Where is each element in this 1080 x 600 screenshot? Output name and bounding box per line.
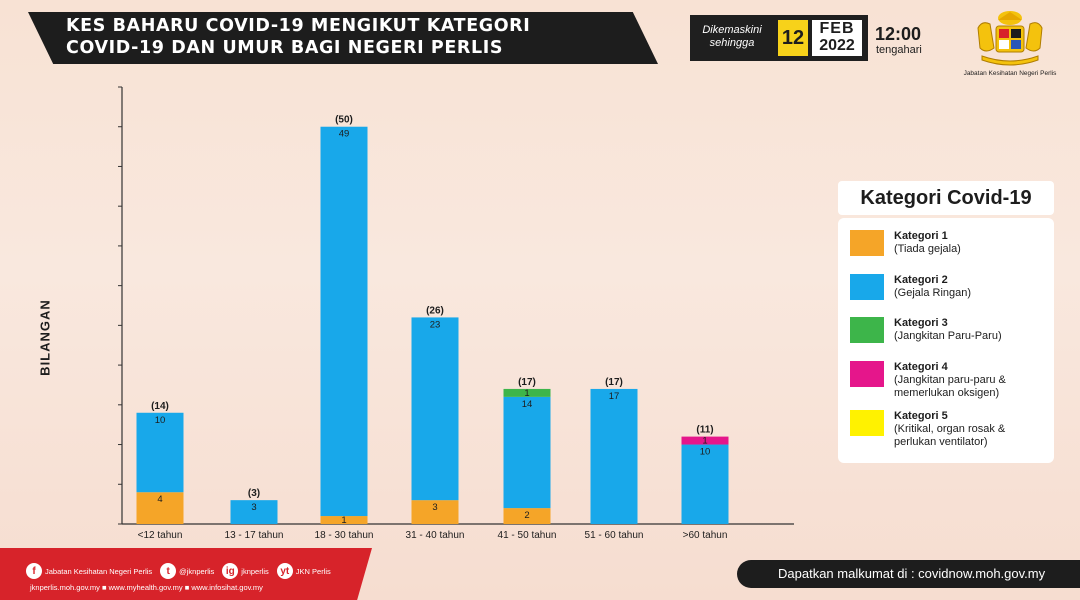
legend-title: Kategori Covid-19 — [860, 187, 1032, 209]
y-axis-label: BILANGAN — [37, 299, 53, 376]
bar-total-label: (17) — [605, 377, 623, 388]
segment-value-label: 1 — [524, 388, 529, 399]
logo-caption: Jabatan Kesihatan Negeri Perlis — [963, 70, 1057, 77]
y-axis-ticks — [118, 86, 122, 525]
social-links: f Jabatan Kesihatan Negeri Perlis t @jkn… — [26, 562, 331, 580]
bar-total-label: (14) — [151, 401, 169, 412]
legend-item-kategori-5: Kategori 5 (Kritikal, organ rosak & perl… — [850, 410, 1050, 450]
bar-segment — [503, 508, 551, 524]
bar-segment — [136, 492, 184, 524]
page-title: KES BAHARU COVID-19 MENGIKUT KATEGORI CO… — [66, 15, 626, 59]
legend-desc: (Gejala Ringan) — [894, 287, 972, 299]
footer-social-banner — [0, 548, 372, 600]
bar-segment — [590, 388, 638, 524]
update-month: FEB — [819, 20, 855, 37]
x-category-label: >60 tahun — [683, 530, 728, 541]
legend-desc: (Tiada gejala) — [894, 243, 961, 255]
legend-swatch — [850, 410, 884, 436]
bar-segment — [681, 436, 729, 445]
update-label-line-1: Dikemaskini — [702, 24, 762, 36]
legend-desc: (Kritikal, organ rosak & perlukan ventil… — [894, 423, 1006, 448]
x-category-label: 51 - 60 tahun — [585, 530, 644, 541]
bar-segment — [681, 444, 729, 524]
bar-segment — [503, 396, 551, 509]
legend-name: Kategori 3 — [894, 317, 948, 329]
update-month-year: FEB 2022 — [812, 20, 862, 56]
legend-desc: (Jangkitan Paru-Paru) — [894, 330, 1002, 342]
legend-name: Kategori 4 — [894, 361, 948, 373]
bar-segment — [503, 388, 551, 397]
footer-cta-text[interactable]: Dapatkan malkumat di : covidnow.moh.gov.… — [778, 566, 1046, 581]
bar-total-label: (11) — [696, 425, 713, 436]
title-line-1: KES BAHARU COVID-19 MENGIKUT KATEGORI — [66, 16, 531, 36]
facebook-icon: f — [26, 563, 42, 579]
legend-swatch — [850, 361, 884, 387]
legend-name: Kategori 5 — [894, 410, 948, 422]
update-time-note: tengahari — [876, 44, 922, 56]
legend-item-kategori-4: Kategori 4 (Jangkitan paru-paru & memerl… — [850, 361, 1050, 401]
bar-total-label: (26) — [426, 305, 444, 316]
bar-segment — [411, 317, 459, 501]
social-label: JKN Perlis — [295, 566, 331, 576]
segment-value-label: 1 — [341, 515, 346, 526]
segment-value-label: 4 — [157, 494, 162, 505]
footer-cta-banner — [737, 560, 1080, 588]
segment-value-label: 2 — [524, 510, 529, 521]
legend-item-kategori-2: Kategori 2 (Gejala Ringan) — [850, 274, 1050, 314]
social-youtube[interactable]: yt JKN Perlis — [276, 563, 331, 579]
social-label: @jknperlis — [179, 566, 215, 576]
social-instagram[interactable]: ig jknperlis — [222, 563, 269, 579]
social-facebook[interactable]: f Jabatan Kesihatan Negeri Perlis — [26, 563, 152, 579]
x-category-label: <12 tahun — [138, 530, 183, 541]
bar-segment — [320, 516, 368, 524]
legend-swatch — [850, 274, 884, 300]
coat-of-arms-logo — [977, 11, 1043, 66]
update-day: 12 — [778, 20, 808, 56]
social-twitter[interactable]: t @jknperlis — [160, 563, 214, 579]
segment-value-label: 49 — [339, 129, 350, 140]
bar-segment — [230, 500, 278, 524]
social-label: Jabatan Kesihatan Negeri Perlis — [45, 566, 153, 576]
social-label: jknperlis — [241, 566, 269, 576]
segment-value-label: 3 — [251, 502, 256, 513]
legend-item-kategori-1: Kategori 1 (Tiada gejala) — [850, 230, 1050, 270]
bar-segment — [411, 500, 459, 524]
update-time: 12:00 — [875, 24, 922, 44]
x-category-label: 31 - 40 tahun — [406, 530, 465, 541]
legend-swatch — [850, 317, 884, 343]
segment-value-label: 10 — [700, 447, 711, 458]
footer-websites[interactable]: jknperlis.moh.gov.my ■ www.myhealth.gov.… — [30, 583, 263, 592]
legend-swatch — [850, 230, 884, 256]
bar-segment — [136, 412, 184, 493]
youtube-icon: yt — [276, 563, 293, 579]
segment-value-label: 1 — [702, 436, 707, 447]
legend-item-kategori-3: Kategori 3 (Jangkitan Paru-Paru) — [850, 317, 1050, 357]
update-label-line-2: sehingga — [709, 37, 755, 49]
twitter-icon: t — [160, 563, 177, 579]
bars-group: 4 10 (14) <12 tahun 3 (3) 13 - 17 tahun 1 49 (50)… — [136, 115, 729, 541]
bar-total-label: (50) — [335, 115, 353, 126]
title-banner — [28, 12, 658, 64]
segment-value-label: 17 — [609, 391, 620, 402]
bar-total-label: (17) — [518, 377, 536, 388]
bar-segment — [320, 126, 368, 517]
segment-value-label: 14 — [522, 399, 533, 410]
bar-total-label: (3) — [248, 488, 260, 499]
x-category-label: 13 - 17 tahun — [225, 530, 284, 541]
legend-name: Kategori 2 — [894, 274, 948, 286]
x-category-label: 41 - 50 tahun — [498, 530, 557, 541]
update-year: 2022 — [819, 37, 855, 54]
instagram-icon: ig — [222, 563, 239, 579]
legend-title-box — [838, 181, 1054, 215]
title-line-2: COVID-19 DAN UMUR BAGI NEGERI PERLIS — [66, 38, 504, 58]
x-category-label: 18 - 30 tahun — [315, 530, 374, 541]
segment-value-label: 3 — [432, 502, 437, 513]
legend-name: Kategori 1 — [894, 230, 948, 242]
segment-value-label: 23 — [430, 319, 441, 330]
segment-value-label: 10 — [155, 415, 166, 426]
legend-desc: (Jangkitan paru-paru & memerlukan oksige… — [894, 374, 1006, 399]
update-label: Dikemaskini sehingga — [696, 24, 768, 50]
